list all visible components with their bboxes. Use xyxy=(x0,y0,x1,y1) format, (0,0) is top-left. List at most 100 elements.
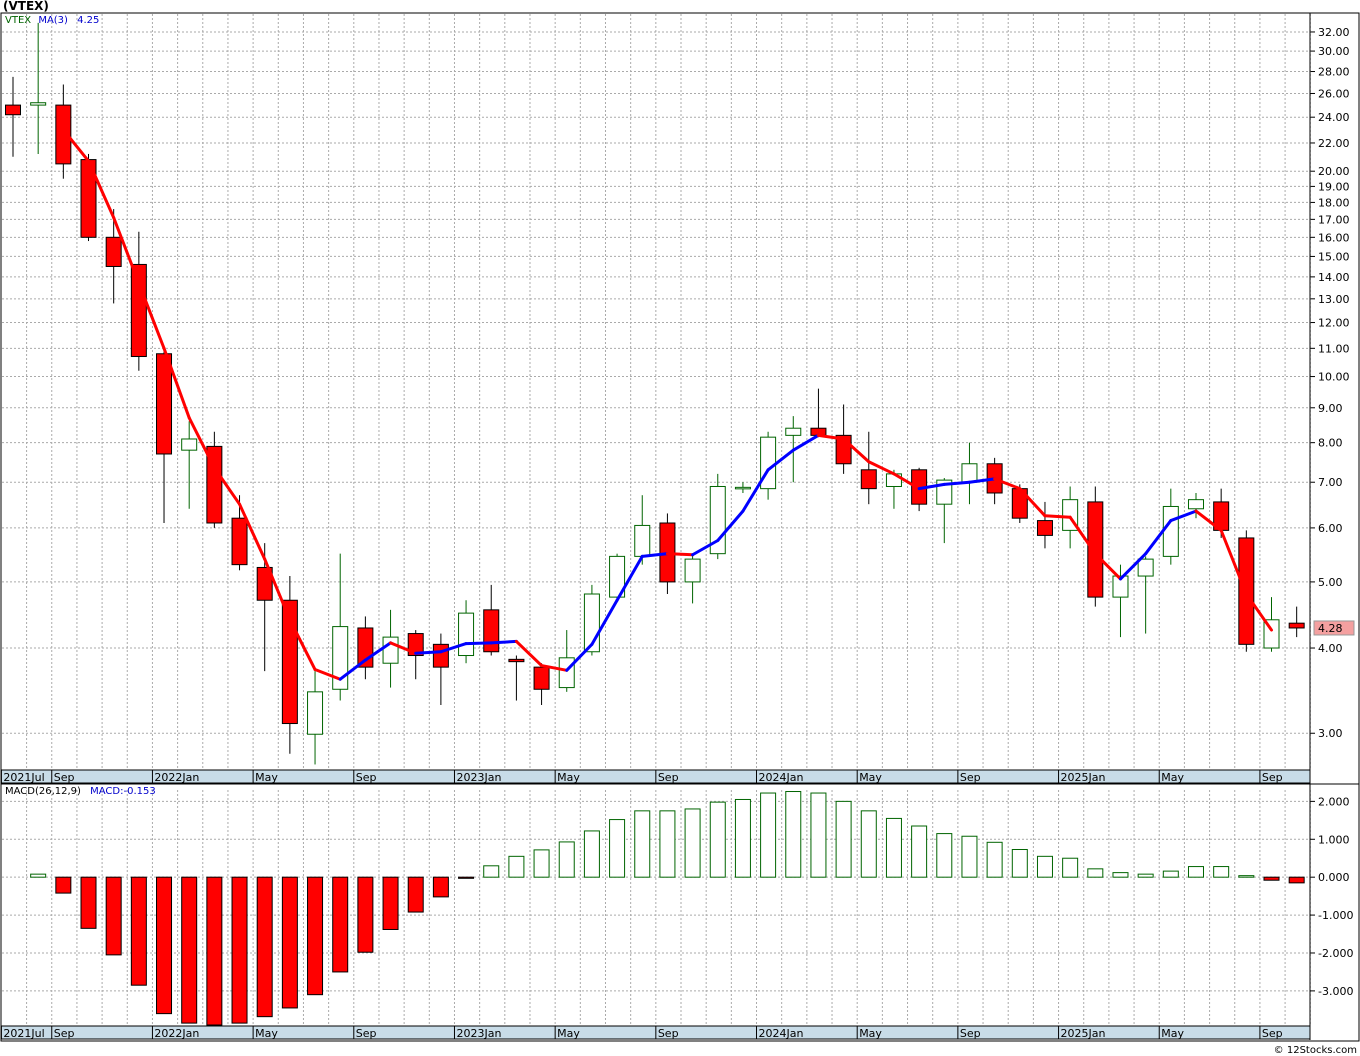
macd-tick-label: -2.000 xyxy=(1318,947,1353,960)
macd-bar xyxy=(357,876,374,953)
x-tick-label: 2022Jan xyxy=(154,771,199,784)
macd-bar xyxy=(936,833,953,878)
candle-body xyxy=(55,104,72,165)
candle-body xyxy=(785,427,802,436)
macd-bar xyxy=(1238,875,1255,878)
macd-bar xyxy=(1137,873,1154,878)
price-tick-label: 14.00 xyxy=(1318,271,1350,284)
macd-bar xyxy=(508,855,525,878)
price-tick-label: 4.00 xyxy=(1318,642,1343,655)
macd-bar xyxy=(231,876,248,1024)
candle-body xyxy=(609,555,626,598)
x-tick-label: 2021Jul xyxy=(3,1027,44,1040)
macd-bar xyxy=(860,810,877,878)
macd-bar xyxy=(558,841,575,878)
price-tick-label: 17.00 xyxy=(1318,213,1350,226)
price-tick-label: 9.00 xyxy=(1318,402,1343,415)
candle-body xyxy=(1036,520,1053,536)
macd-bar xyxy=(1112,872,1129,878)
ma-segment xyxy=(464,641,493,646)
ma-segment xyxy=(993,477,1022,491)
ma-segment xyxy=(590,598,619,646)
price-tick-label: 28.00 xyxy=(1318,66,1350,79)
candles xyxy=(5,22,1305,765)
macd-bar xyxy=(432,876,449,898)
candle-body xyxy=(181,438,198,451)
x-tick-label: Sep xyxy=(356,1027,377,1040)
price-tick-label: 24.00 xyxy=(1318,111,1350,124)
macd-bar xyxy=(1087,868,1104,878)
price-tick-label: 19.00 xyxy=(1318,180,1350,193)
macd-bar xyxy=(30,873,47,878)
macd-bar xyxy=(1187,866,1204,878)
macd-bar xyxy=(1062,857,1079,878)
macd-tick-label: 0.000 xyxy=(1318,871,1350,884)
candle-body xyxy=(307,691,324,735)
candle-body xyxy=(1087,501,1104,598)
candle-body xyxy=(432,643,449,668)
x-tick-label: 2024Jan xyxy=(759,771,804,784)
candle-body xyxy=(684,558,701,583)
macd-bar xyxy=(281,876,298,1009)
credit-text: © 12Stocks.com xyxy=(1273,1045,1357,1056)
x-tick-label: May xyxy=(557,771,580,784)
candle-body xyxy=(508,658,525,663)
chart-frame xyxy=(0,12,1360,1042)
ma-segment xyxy=(414,650,443,655)
x-tick-label: Sep xyxy=(658,771,679,784)
ma-segment xyxy=(162,346,191,420)
candle-body xyxy=(533,666,550,690)
price-tick-label: 3.00 xyxy=(1318,727,1343,740)
macd-bar xyxy=(1263,876,1280,881)
x-tick-label: Sep xyxy=(54,771,75,784)
moving-average xyxy=(61,128,1273,681)
legend-symbol: VTEX xyxy=(5,15,32,26)
price-tick-label: 11.00 xyxy=(1318,342,1350,355)
ma-segment xyxy=(741,468,770,513)
ma-segment xyxy=(1144,519,1173,556)
macd-bar xyxy=(634,810,651,878)
ma-segment xyxy=(1068,515,1097,556)
last-price-label: 4.28 xyxy=(1318,622,1343,635)
macd-bars xyxy=(30,791,1305,1026)
x-tick-label: May xyxy=(1161,1027,1184,1040)
x-tick-label: 2024Jan xyxy=(759,1027,804,1040)
candle-body xyxy=(156,353,173,455)
candle-body xyxy=(1187,499,1204,510)
macd-bar xyxy=(911,825,928,878)
x-tick-label: Sep xyxy=(658,1027,679,1040)
ma-segment xyxy=(691,539,720,557)
price-tick-label: 26.00 xyxy=(1318,87,1350,100)
x-tick-label: May xyxy=(255,1027,278,1040)
ma-segment xyxy=(338,658,367,681)
x-tick-label: 2022Jan xyxy=(154,1027,199,1040)
x-tick-label: May xyxy=(1161,771,1184,784)
macd-bar xyxy=(80,876,97,929)
x-tick-label: 2021Jul xyxy=(3,771,44,784)
candle-body xyxy=(483,609,500,653)
macd-bar xyxy=(986,841,1003,878)
ma-segment xyxy=(313,668,342,681)
candle-body xyxy=(1288,622,1305,629)
candle-body xyxy=(130,263,147,358)
x-tick-label: Sep xyxy=(1262,1027,1283,1040)
macd-bar xyxy=(1011,849,1028,878)
ma-segment xyxy=(1043,514,1072,519)
legend-ma-value: 4.25 xyxy=(77,15,100,26)
ma-segment xyxy=(263,557,292,622)
x-tick-label: 2023Jan xyxy=(456,1027,501,1040)
x-tick-label: Sep xyxy=(960,1027,981,1040)
price-tick-label: 22.00 xyxy=(1318,137,1350,150)
macd-bar xyxy=(382,876,399,930)
price-tick-label: 12.00 xyxy=(1318,317,1350,330)
macd-tick-label: -1.000 xyxy=(1318,909,1353,922)
macd-bar xyxy=(307,876,324,996)
ma-segment xyxy=(842,437,871,464)
last-price-box xyxy=(1313,620,1355,636)
price-grid xyxy=(2,14,1315,1025)
macd-bar xyxy=(810,792,827,878)
ma-segment xyxy=(137,281,166,350)
macd-bar xyxy=(583,830,600,878)
ma-segment xyxy=(892,472,921,491)
